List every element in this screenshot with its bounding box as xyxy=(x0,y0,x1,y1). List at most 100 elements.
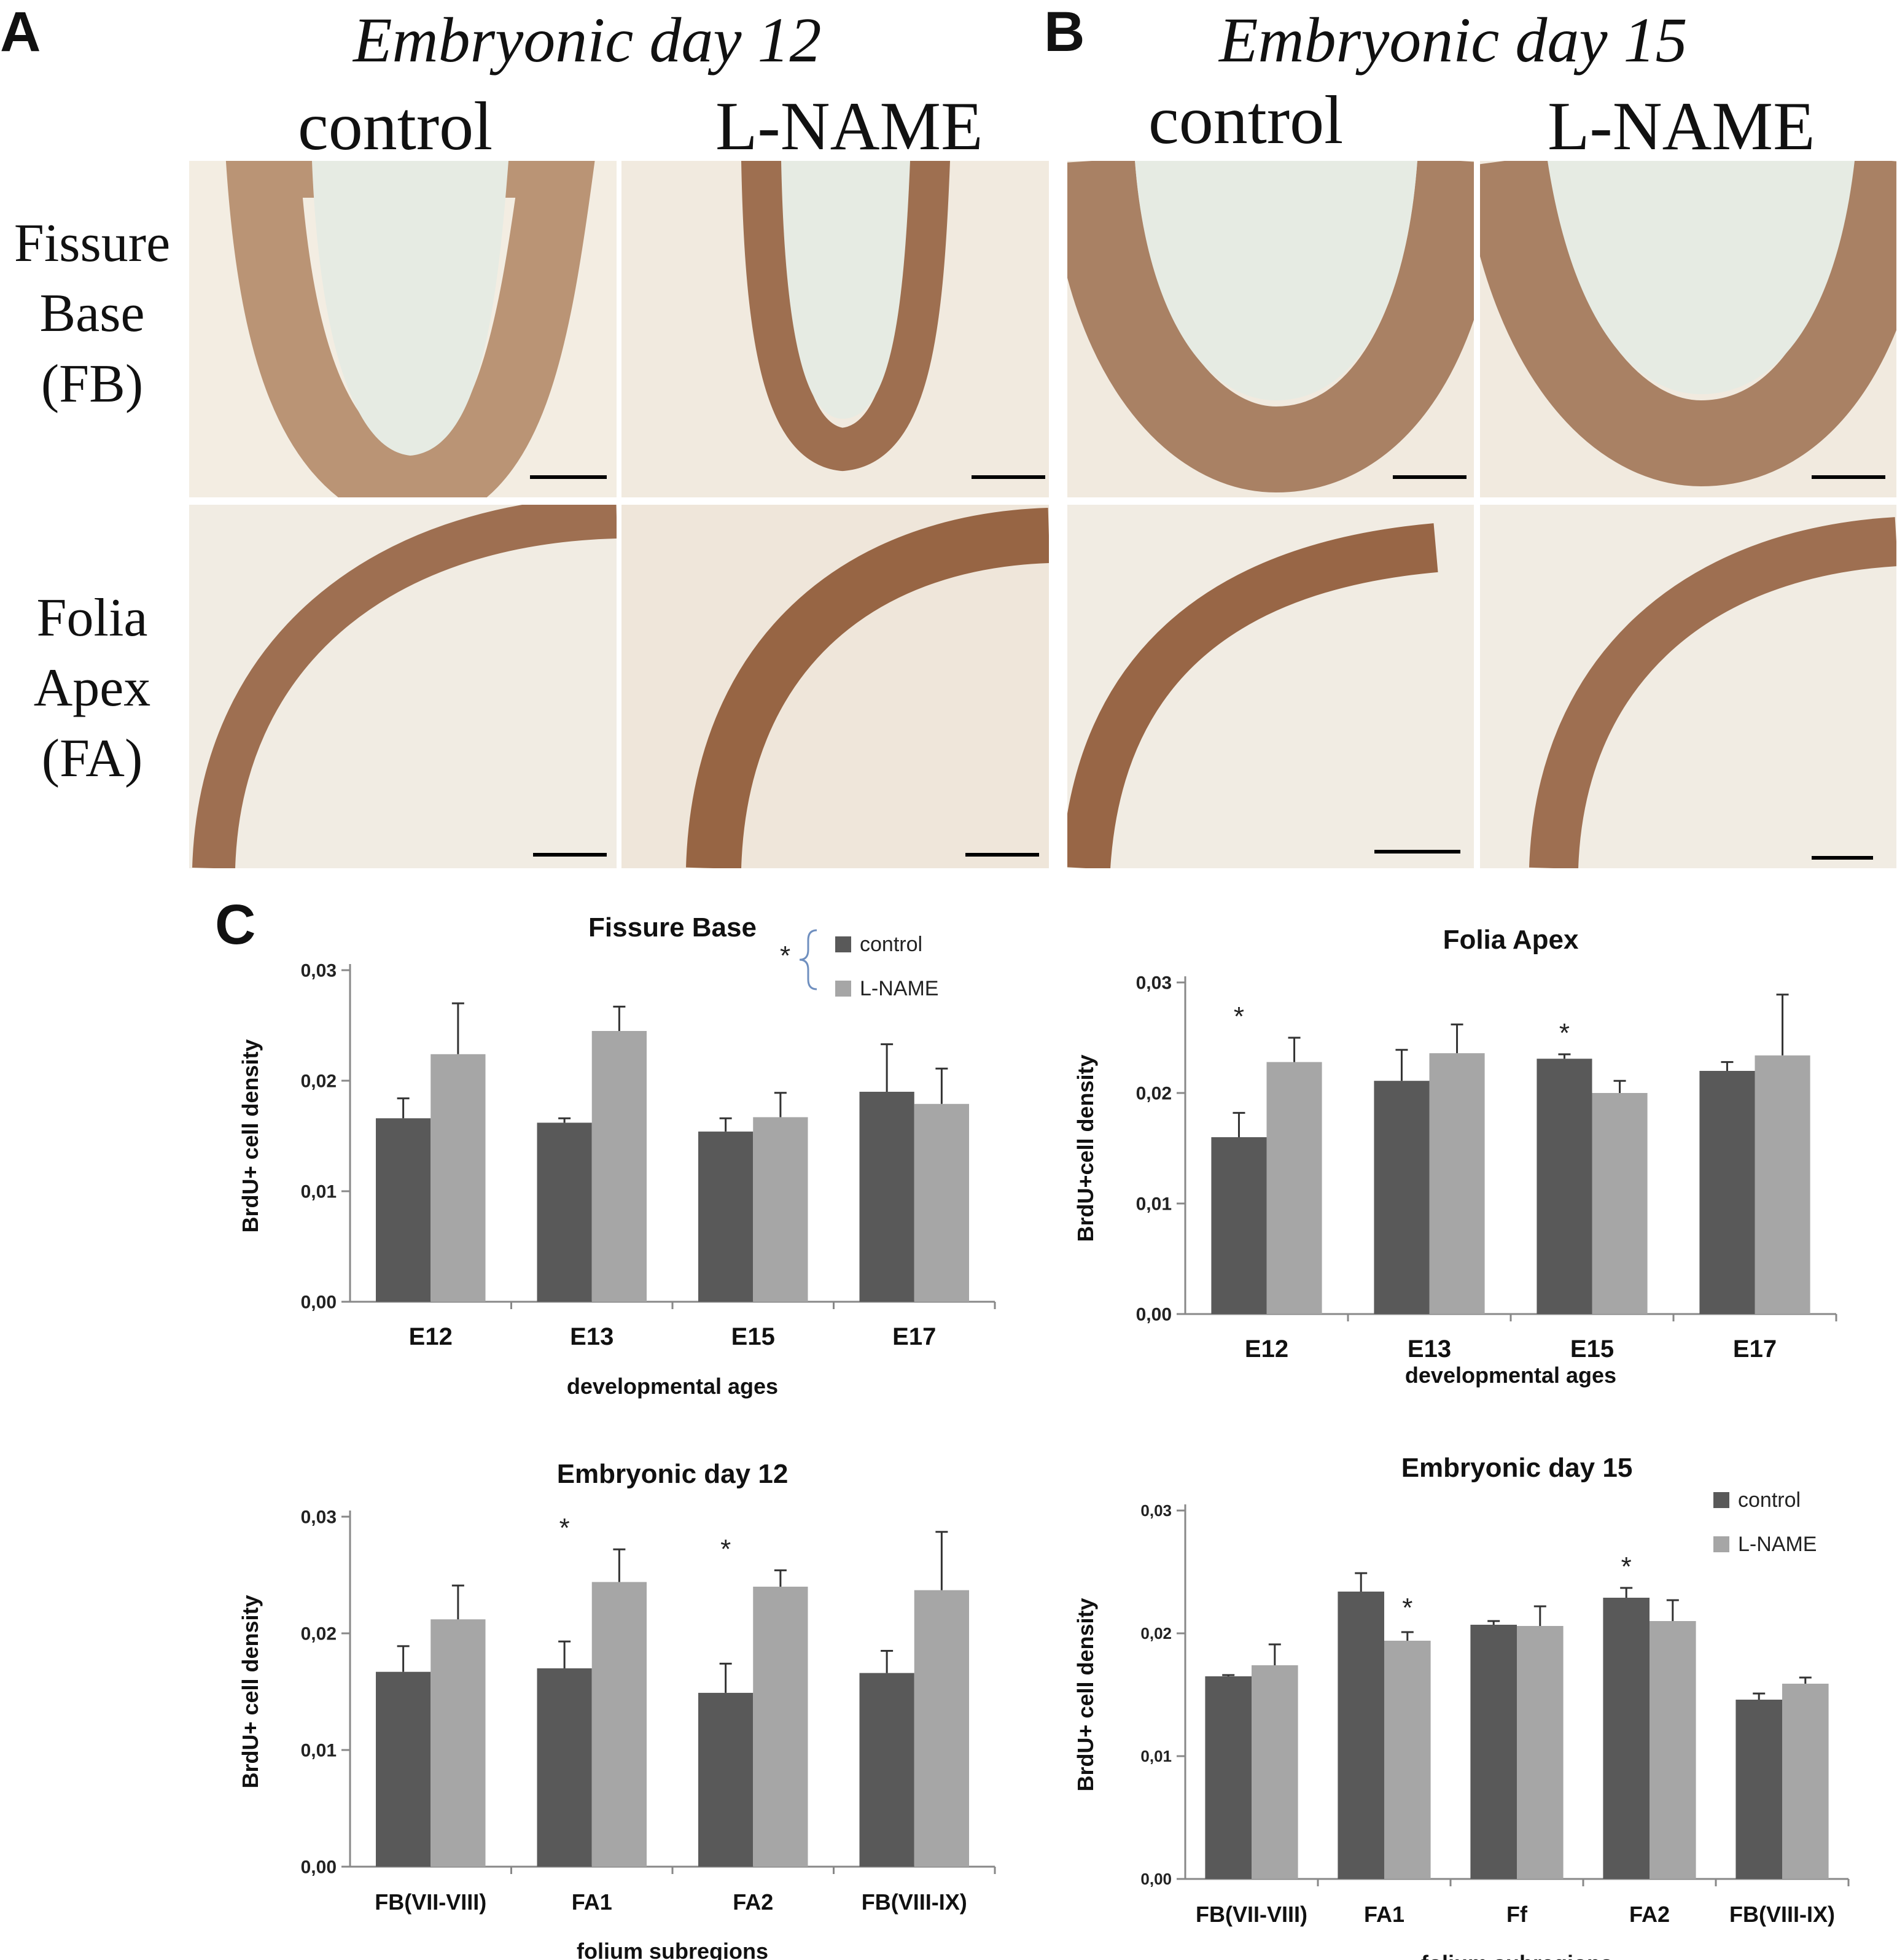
fissure-base-legend-bracket xyxy=(799,929,817,990)
chart-embryonic-day-12: Embryonic day 12 0,00 0,01 0,02 0,03 BrdU+ ce… xyxy=(227,1449,1026,1960)
fissure-base-bar-l-name-0 xyxy=(430,1054,486,1302)
embryonic-day-15-bar-l-name-4 xyxy=(1782,1684,1829,1879)
panel-b-control-label: control xyxy=(1148,82,1344,158)
embryonic-day-12-bar-control-3 xyxy=(859,1673,914,1867)
embryonic-day-15-significance-star-1: * xyxy=(1621,1552,1632,1582)
panel-a-control-label: control xyxy=(298,88,493,165)
fissure-base-x-tick-label-1: E13 xyxy=(570,1323,614,1350)
embryonic-day-12-y-tick-label-2: 0,02 xyxy=(301,1624,337,1644)
fissure-base-legend-label-0: control xyxy=(860,933,922,956)
fissure-base-y-tick-label-2: 0,02 xyxy=(301,1071,337,1092)
embryonic-day-15-legend-swatch-0 xyxy=(1713,1492,1729,1508)
row-label-fb-line2: Base xyxy=(39,284,145,344)
panel-b-title: Embryonic day 15 xyxy=(1219,5,1688,76)
fissure-base-y-tick-label-0: 0,00 xyxy=(301,1293,337,1313)
panel-a-lname-label: L-NAME xyxy=(715,88,983,165)
embryonic-day-12-x-tick-label-0: FB(VII-VIII) xyxy=(375,1889,486,1915)
embryonic-day-12-bar-l-name-0 xyxy=(430,1619,486,1867)
folia-apex-significance-star-1: * xyxy=(1559,1018,1570,1048)
fissure-base-x-tick-label-0: E12 xyxy=(409,1323,453,1350)
embryonic-day-12-significance-star-1: * xyxy=(720,1534,731,1564)
folia-apex-bar-control-3 xyxy=(1699,1071,1755,1314)
embryonic-day-12-x-tick-label-1: FA1 xyxy=(572,1889,612,1915)
fissure-base-y-label: BrdU+ cell density xyxy=(238,1039,263,1232)
embryonic-day-15-y-tick-label-3: 0,03 xyxy=(1140,1501,1172,1520)
embryonic-day-12-y-tick-label-1: 0,01 xyxy=(301,1741,337,1761)
embryonic-day-12-bar-l-name-3 xyxy=(914,1590,969,1867)
fissure-base-bar-l-name-1 xyxy=(591,1031,647,1302)
row-label-fissure-base: Fissure Base (FB) xyxy=(0,209,184,419)
fissure-base-bar-control-3 xyxy=(859,1092,914,1302)
embryonic-day-15-x-tick-label-3: FA2 xyxy=(1629,1902,1670,1927)
folia-apex-bar-control-2 xyxy=(1537,1059,1592,1314)
folia-apex-y-tick-label-1: 0,01 xyxy=(1136,1194,1172,1215)
chart-embryonic-day-12-svg: Embryonic day 12 0,00 0,01 0,02 0,03 BrdU+ ce… xyxy=(238,1459,996,1960)
fissure-base-y-tick-label-3: 0,03 xyxy=(301,961,337,981)
micrograph-a-fb-lname xyxy=(621,161,1049,497)
embryonic-day-15-bar-l-name-0 xyxy=(1252,1665,1298,1879)
folia-apex-y-tick-label-0: 0,00 xyxy=(1136,1305,1172,1325)
embryonic-day-12-y-tick-label-0: 0,00 xyxy=(301,1857,337,1878)
fissure-base-y-tick-label-1: 0,01 xyxy=(301,1182,337,1202)
embryonic-day-12-x-tick-label-2: FA2 xyxy=(733,1889,773,1915)
folia-apex-bar-l-name-1 xyxy=(1429,1053,1485,1314)
embryonic-day-15-x-tick-label-2: Ff xyxy=(1506,1902,1528,1927)
micrograph-b-fb-control xyxy=(1067,161,1474,497)
micrograph-a-fb-control xyxy=(189,161,617,497)
folia-apex-y-tick-label-3: 0,03 xyxy=(1136,973,1172,994)
fissure-base-x-label: developmental ages xyxy=(567,1374,778,1399)
fissure-base-bar-l-name-2 xyxy=(753,1117,808,1302)
micrograph-a-fa-lname xyxy=(621,505,1049,868)
embryonic-day-15-bar-control-4 xyxy=(1735,1700,1782,1879)
embryonic-day-12-x-tick-label-3: FB(VIII-IX) xyxy=(862,1889,967,1915)
fissure-base-legend-label-1: L-NAME xyxy=(860,977,938,1000)
fissure-base-x-tick-label-3: E17 xyxy=(892,1323,936,1350)
embryonic-day-15-bar-control-1 xyxy=(1338,1592,1384,1879)
embryonic-day-15-bar-l-name-3 xyxy=(1650,1621,1696,1879)
folia-apex-bar-l-name-0 xyxy=(1266,1062,1322,1314)
embryonic-day-15-bar-l-name-2 xyxy=(1517,1626,1564,1879)
embryonic-day-15-y-tick-label-2: 0,02 xyxy=(1140,1624,1172,1643)
micrograph-a-fa-control xyxy=(189,505,617,868)
row-label-fb-line3: (FB) xyxy=(41,354,144,414)
embryonic-day-15-x-tick-label-0: FB(VII-VIII) xyxy=(1196,1902,1307,1927)
embryonic-day-15-bar-control-3 xyxy=(1603,1598,1650,1879)
folia-apex-x-tick-label-2: E15 xyxy=(1570,1336,1614,1363)
fissure-base-legend-swatch-0 xyxy=(835,936,851,952)
embryonic-day-15-legend-label-0: control xyxy=(1738,1488,1801,1512)
fissure-base-bar-l-name-3 xyxy=(914,1103,969,1302)
chart-fissure-base-svg: Fissure Base 0,00 0,01 0,02 0,03 BrdU+ cell d… xyxy=(238,912,996,1399)
micrograph-b-fb-lname xyxy=(1480,161,1896,497)
embryonic-day-12-title: Embryonic day 12 xyxy=(557,1459,789,1489)
folia-apex-x-tick-label-3: E17 xyxy=(1733,1336,1777,1363)
embryonic-day-12-x-label: folium subregions xyxy=(577,1939,768,1960)
panel-letter-c: C xyxy=(215,893,256,956)
fissure-base-legend-swatch-1 xyxy=(835,981,851,997)
embryonic-day-15-legend-label-1: L-NAME xyxy=(1738,1533,1817,1556)
embryonic-day-12-bar-l-name-2 xyxy=(753,1587,808,1867)
embryonic-day-12-bar-l-name-1 xyxy=(591,1582,647,1867)
embryonic-day-12-y-tick-label-3: 0,03 xyxy=(301,1507,337,1528)
folia-apex-bar-control-1 xyxy=(1374,1081,1430,1314)
fissure-base-bar-control-0 xyxy=(376,1118,431,1302)
embryonic-day-15-y-tick-label-1: 0,01 xyxy=(1140,1747,1172,1765)
embryonic-day-12-significance-star-0: * xyxy=(559,1513,570,1543)
folia-apex-bar-l-name-3 xyxy=(1755,1055,1810,1314)
embryonic-day-15-title: Embryonic day 15 xyxy=(1401,1453,1633,1483)
row-label-fb-line1: Fissure xyxy=(14,214,171,273)
chart-embryonic-day-15: Embryonic day 15 0,00 0,01 0,02 0,03 BrdU+ ce… xyxy=(1044,1449,1879,1960)
embryonic-day-15-bar-l-name-1 xyxy=(1384,1641,1431,1879)
fissure-base-title: Fissure Base xyxy=(588,912,757,943)
embryonic-day-15-x-tick-label-1: FA1 xyxy=(1364,1902,1404,1927)
embryonic-day-15-significance-star-0: * xyxy=(1402,1593,1412,1623)
row-label-fa-line2: Apex xyxy=(33,658,151,718)
panel-a-title: Embryonic day 12 xyxy=(353,5,822,76)
embryonic-day-15-legend-swatch-1 xyxy=(1713,1536,1729,1552)
folia-apex-bar-control-0 xyxy=(1211,1137,1267,1314)
embryonic-day-12-bar-control-1 xyxy=(537,1668,592,1867)
micrograph-b-fa-control xyxy=(1067,505,1474,868)
chart-folia-apex: Folia Apex 0,00 0,01 0,02 0,03 BrdU+cell dens… xyxy=(1044,915,1855,1418)
row-label-fa-line3: (FA) xyxy=(41,728,143,788)
chart-folia-apex-svg: Folia Apex 0,00 0,01 0,02 0,03 BrdU+cell dens… xyxy=(1073,925,1837,1388)
embryonic-day-12-y-label: BrdU+ cell density xyxy=(238,1595,263,1788)
